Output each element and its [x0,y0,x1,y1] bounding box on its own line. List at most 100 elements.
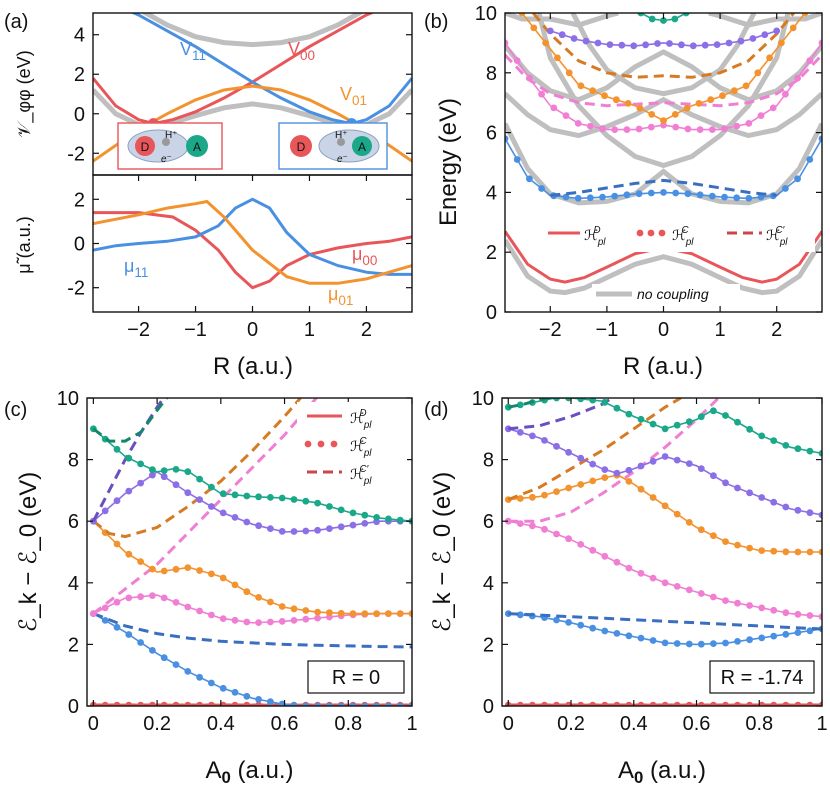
b-point-5-18 [730,87,738,95]
c-point-5-12 [231,616,239,624]
b-point-5-14 [683,104,691,112]
right-molecule-electron-label: e⁻ [337,154,348,165]
d-point-9-10 [625,466,633,474]
a-bottom-line-0 [93,211,412,290]
c-point-11-23 [361,511,369,519]
b-xtick-label-4: 2 [771,319,782,341]
d-point-9-18 [722,479,729,487]
d-point-3-11 [637,634,645,642]
d-point-7-4 [553,488,560,495]
d-point-5-7 [589,546,597,554]
d-point-2-6 [577,701,585,706]
left-molecule-acceptor-circle [186,135,208,157]
b-legend-gray-label: no coupling [637,286,709,302]
c-point-9-10 [208,503,215,510]
c-point-5-2 [113,598,121,606]
d-point-3-7 [589,624,597,632]
c-point-2-12 [231,701,239,706]
c-point-5-8 [184,603,192,611]
d-point-3-10 [625,632,633,640]
left-molecule-electron-label: e⁻ [161,154,172,165]
c-point-3-18 [302,702,310,706]
right-molecule-donor-circle [290,135,312,157]
c-point-7-25 [385,610,392,617]
b-point-5-3 [554,54,561,62]
d-point-2-14 [673,701,681,706]
d-point-9-8 [601,466,609,473]
c-point-5-19 [314,614,321,622]
d-point-9-21 [758,494,766,501]
b-point-1-2 [526,175,533,183]
b-point-7-17 [749,35,757,42]
a-top-gray-group-1 [140,13,365,48]
d-point-11-25 [806,447,814,455]
d-ytick-label-0: 0 [483,696,494,718]
d-point-7-19 [734,541,741,549]
c-point-11-2 [113,445,121,453]
b-series-6 [532,13,795,79]
d-point-2-23 [782,701,790,706]
c-point-7-15 [267,598,274,606]
a-bottom-xtick-label-4: 2 [361,319,372,341]
d-point-3-24 [794,629,802,636]
d-point-9-9 [613,469,621,477]
c-point-7-19 [314,608,321,616]
d-point-9-20 [746,489,753,497]
c-point-11-9 [196,475,204,483]
a-top-ytick-label-1: 0 [74,104,85,126]
d-dashed-line-8 [507,398,682,501]
c-legend-dotted-label: ℋplC [350,436,372,459]
c-point-2-5 [149,701,156,706]
c-point-7-24 [373,610,380,617]
d-point-7-2 [529,493,536,501]
b-point-7-14 [713,41,721,48]
c-point-11-18 [302,497,310,505]
c-point-5-18 [302,615,310,623]
left-molecule-donor-circle [135,136,155,156]
d-point-11-6 [577,398,585,403]
c-legend-solid-label: ℋplD [350,408,372,431]
b-point-3-18 [721,125,728,133]
b-point-7-19 [773,27,781,35]
c-point-7-18 [302,607,310,614]
d-point-11-18 [722,412,729,419]
c-point-5-15 [267,618,274,626]
b-dotted-line-5 [521,13,806,122]
c-point-11-21 [337,506,345,514]
d-point-7-23 [782,548,790,556]
a-bottom-ylabel: μ̃ (a.u.) [14,216,34,273]
b-point-3-25 [806,57,814,64]
a-bottom-series-0 [93,211,412,290]
a-top-ytick-label-0: -2 [67,143,85,165]
c-point-7-21 [337,609,345,617]
c-series-3 [90,610,412,706]
b-point-3-12 [647,123,655,131]
d-point-3-22 [770,632,778,640]
c-point-7-12 [231,581,239,589]
b-point-7-10 [666,40,673,47]
c-letter: (c) [4,399,27,421]
d-point-9-26 [818,511,822,519]
d-xtick-label-2: 0.4 [620,713,648,735]
b-point-1-3 [538,185,545,192]
c-point-9-17 [290,528,298,535]
c-xtick-label-2: 0.4 [207,713,235,735]
b-point-1-5 [562,193,570,201]
b-legend: ℋplD ℋplC ℋplC′ no coupling [540,222,815,304]
c-point-7-13 [243,588,251,596]
c-point-5-3 [125,594,133,602]
c-dashed-line-6 [92,398,318,615]
c-point-7-6 [160,567,168,575]
d-xtick-label-4: 0.8 [745,713,773,735]
b-point-1-15 [684,190,692,198]
d-series-5 [504,517,822,621]
c-point-5-4 [137,593,145,601]
c-point-3-26 [396,702,404,706]
d-point-11-14 [673,421,681,429]
c-point-3-22 [349,702,357,706]
d-point-11-24 [794,445,802,453]
b-point-5-15 [695,100,703,107]
d-point-5-2 [529,522,536,530]
d-point-11-10 [625,410,633,418]
d-point-2-2 [529,701,536,706]
